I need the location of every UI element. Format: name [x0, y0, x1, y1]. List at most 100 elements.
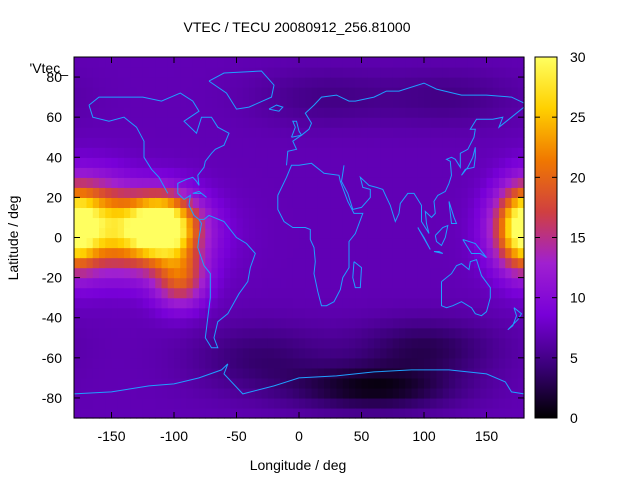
heatmap-cell — [92, 77, 100, 88]
heatmap-cell — [467, 337, 475, 349]
heatmap-cell — [349, 297, 356, 309]
heatmap-cell — [180, 177, 188, 188]
heatmap-cell — [349, 377, 356, 389]
heatmap-cell — [117, 97, 125, 108]
heatmap-cell — [105, 57, 113, 68]
heatmap-cell — [374, 187, 381, 198]
heatmap-cell — [180, 107, 188, 118]
heatmap-cell — [186, 407, 194, 419]
heatmap-cell — [142, 357, 150, 369]
heatmap-cell — [242, 117, 250, 128]
heatmap-cell — [236, 267, 244, 279]
heatmap-cell — [374, 327, 381, 339]
heatmap-cell — [430, 377, 438, 389]
heatmap-cell — [136, 297, 144, 309]
heatmap-cell — [292, 177, 300, 188]
heatmap-cell — [111, 127, 119, 138]
heatmap-cell — [455, 77, 463, 88]
heatmap-cell — [124, 227, 131, 239]
heatmap-cell — [249, 267, 256, 279]
heatmap-cell — [224, 177, 231, 188]
heatmap-cell — [399, 117, 406, 128]
heatmap-cell — [361, 87, 369, 98]
heatmap-cell — [80, 247, 88, 259]
heatmap-cell — [467, 257, 475, 269]
heatmap-cell — [230, 337, 238, 349]
y-tick-label: 60 — [46, 109, 62, 125]
coastline — [208, 70, 275, 110]
heatmap-cell — [424, 127, 431, 138]
heatmap-cell — [124, 287, 131, 299]
heatmap-cell — [205, 127, 213, 138]
heatmap-cell — [330, 197, 338, 209]
heatmap-cell — [474, 277, 481, 289]
heatmap-cell — [499, 117, 506, 128]
heatmap-cell — [305, 267, 313, 279]
heatmap-cell — [180, 87, 188, 98]
heatmap-cell — [342, 317, 350, 329]
heatmap-cell — [486, 137, 494, 148]
heatmap-cell — [236, 347, 244, 359]
heatmap-cell — [299, 217, 306, 229]
heatmap-cell — [180, 127, 188, 138]
heatmap-cell — [74, 117, 81, 128]
heatmap-cell — [411, 377, 419, 389]
heatmap-cell — [105, 67, 113, 78]
heatmap-cell — [267, 207, 275, 219]
heatmap-cell — [242, 267, 250, 279]
heatmap-cell — [99, 107, 106, 118]
heatmap-cell — [155, 397, 163, 409]
heatmap-cell — [286, 357, 294, 369]
heatmap-cell — [111, 157, 119, 168]
heatmap-cell — [130, 267, 138, 279]
heatmap-cell — [436, 307, 444, 319]
heatmap-cell — [274, 247, 281, 259]
heatmap-cell — [224, 117, 231, 128]
heatmap-cell — [374, 177, 381, 188]
heatmap-cell — [192, 277, 200, 289]
heatmap-cell — [511, 397, 519, 409]
heatmap-cell — [267, 157, 275, 168]
heatmap-cell — [480, 137, 488, 148]
heatmap-cell — [305, 347, 313, 359]
heatmap-cell — [405, 357, 413, 369]
heatmap-cell — [336, 207, 344, 219]
heatmap-cell — [361, 397, 369, 409]
heatmap-cell — [499, 137, 506, 148]
heatmap-cell — [392, 237, 400, 249]
heatmap-cell — [305, 397, 313, 409]
heatmap-cell — [374, 357, 381, 369]
heatmap-cell — [511, 307, 519, 319]
heatmap-cell — [492, 117, 500, 128]
heatmap-cell — [517, 67, 525, 78]
heatmap-cell — [261, 107, 269, 118]
heatmap-cell — [111, 347, 119, 359]
heatmap-cell — [205, 157, 213, 168]
heatmap-cell — [336, 287, 344, 299]
heatmap-cell — [511, 127, 519, 138]
heatmap-cell — [455, 357, 463, 369]
heatmap-cell — [311, 137, 319, 148]
heatmap-cell — [424, 67, 431, 78]
heatmap-cell — [136, 107, 144, 118]
heatmap-cell — [267, 167, 275, 178]
heatmap-cell — [480, 167, 488, 178]
heatmap-cell — [336, 277, 344, 289]
heatmap-cell — [474, 317, 481, 329]
heatmap-cell — [111, 407, 119, 419]
heatmap-cell — [486, 187, 494, 198]
heatmap-cell — [386, 317, 394, 329]
heatmap-cell — [455, 277, 463, 289]
heatmap-cell — [342, 67, 350, 78]
heatmap-cell — [174, 297, 181, 309]
heatmap-cell — [199, 217, 206, 229]
heatmap-cell — [417, 327, 425, 339]
heatmap-cell — [367, 157, 375, 168]
heatmap-cell — [167, 67, 175, 78]
heatmap-cell — [355, 97, 363, 108]
heatmap-cell — [199, 267, 206, 279]
heatmap-cell — [317, 177, 325, 188]
heatmap-cell — [411, 117, 419, 128]
heatmap-cell — [130, 67, 138, 78]
heatmap-cell — [499, 347, 506, 359]
